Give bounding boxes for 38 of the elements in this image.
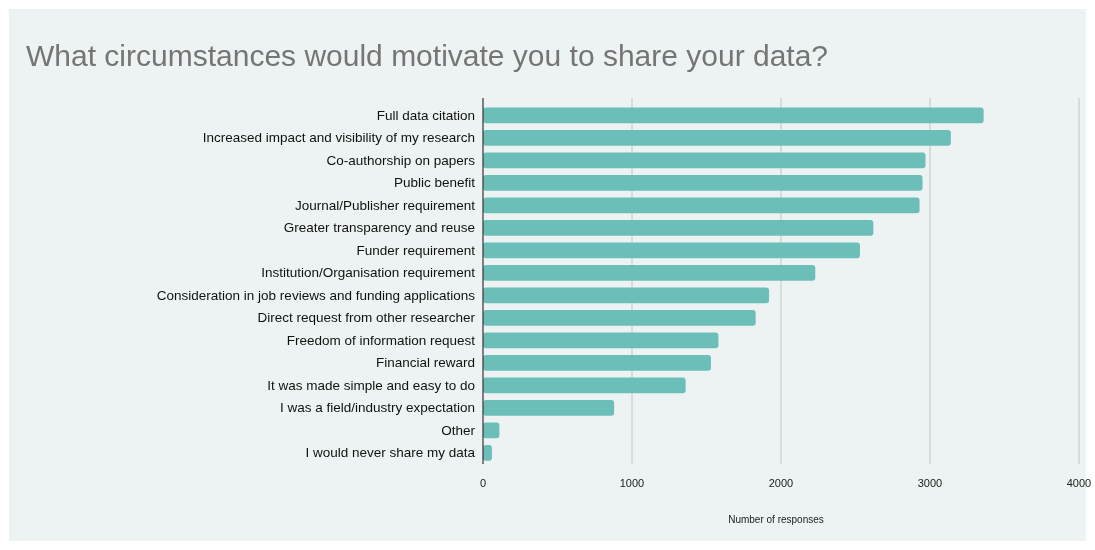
y-tick-label: Institution/Organisation requirement xyxy=(261,265,476,281)
x-tick-label: 2000 xyxy=(768,477,794,489)
bar xyxy=(483,332,719,349)
bar xyxy=(483,129,951,146)
y-tick-label: Journal/Publisher requirement xyxy=(294,197,476,213)
y-tick-label: I was a field/industry expectation xyxy=(279,400,475,416)
y-tick-label: Public benefit xyxy=(393,175,476,191)
bar xyxy=(483,309,756,326)
y-tick-label: I would never share my data xyxy=(305,445,476,461)
bar xyxy=(483,219,874,236)
bar xyxy=(483,197,920,214)
y-tick-label: Funder requirement xyxy=(356,242,476,258)
bar xyxy=(483,287,770,304)
bar xyxy=(483,107,984,124)
y-tick-label: Direct request from other researcher xyxy=(257,310,476,326)
chart-title: What circumstances would motivate you to share your data? xyxy=(26,39,829,72)
y-tick-label: Other xyxy=(441,422,476,438)
bar xyxy=(483,174,923,191)
y-tick-label: Full data citation xyxy=(376,107,475,123)
y-tick-label: It was made simple and easy to do xyxy=(267,377,475,393)
y-tick-label: Greater transparency and reuse xyxy=(283,220,475,236)
bar xyxy=(483,264,816,281)
y-tick-label: Financial reward xyxy=(375,355,475,371)
bar xyxy=(483,242,860,259)
x-axis-title: Number of responses xyxy=(728,514,824,525)
x-tick-label: 3000 xyxy=(917,477,943,489)
y-tick-label: Consideration in job reviews and funding applications xyxy=(156,287,476,303)
y-tick-label: Increased impact and visibility of my research xyxy=(202,130,475,146)
bar xyxy=(483,152,926,169)
y-tick-label: Co-authorship on papers xyxy=(326,152,476,168)
bar xyxy=(483,399,615,416)
bar xyxy=(483,422,500,439)
y-tick-label: Freedom of information request xyxy=(286,332,476,348)
x-tick-label: 1000 xyxy=(619,477,645,489)
x-tick-label: 0 xyxy=(479,477,487,489)
bar xyxy=(483,377,686,394)
bar xyxy=(483,354,711,371)
x-tick-label: 4000 xyxy=(1066,477,1092,489)
